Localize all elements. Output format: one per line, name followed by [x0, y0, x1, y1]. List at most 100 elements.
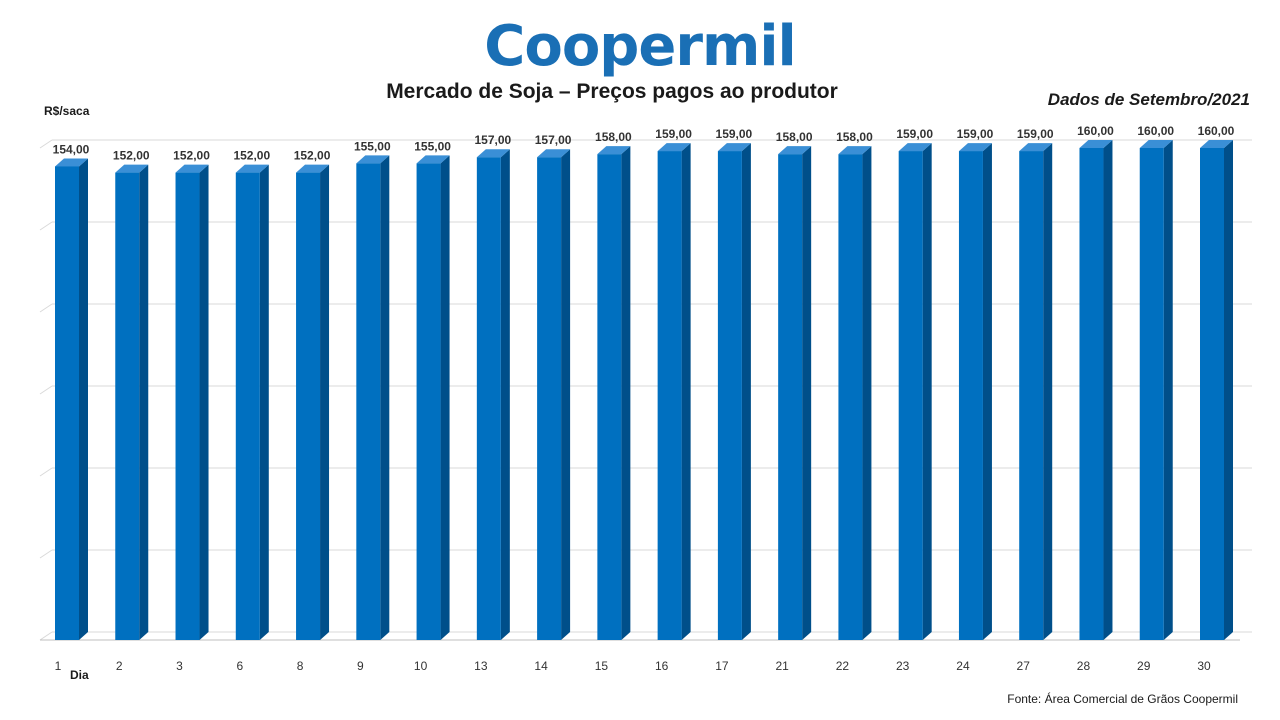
bar: [958, 151, 983, 640]
x-tick-label: 22: [836, 659, 850, 673]
data-label: 159,00: [716, 127, 753, 141]
gridline-diagonal: [39, 631, 53, 641]
bar-side: [500, 149, 510, 640]
x-tick-label: 21: [775, 659, 789, 673]
data-label: 160,00: [1077, 124, 1114, 138]
x-tick-label: 30: [1197, 659, 1211, 673]
bar-top: [1139, 140, 1173, 148]
bar-side: [199, 164, 209, 640]
bar-side: [440, 155, 450, 640]
data-label: 159,00: [1017, 127, 1054, 141]
bar: [356, 163, 381, 640]
bar: [1139, 148, 1164, 640]
x-tick-label: 8: [297, 659, 304, 673]
bar-top: [1200, 140, 1233, 148]
gridline-diagonal: [39, 467, 53, 477]
bar-top: [838, 146, 872, 155]
data-label: 157,00: [535, 133, 572, 147]
bar-top: [356, 155, 390, 164]
x-tick-label: 2: [116, 659, 123, 673]
bar-side: [259, 164, 269, 640]
data-label: 159,00: [896, 127, 933, 141]
bar-top: [416, 155, 450, 164]
data-label: 152,00: [173, 149, 210, 163]
bar-top: [476, 149, 510, 158]
bar-top: [235, 164, 269, 173]
bar-side: [922, 143, 932, 640]
bar-top: [537, 149, 571, 158]
data-label: 160,00: [1198, 124, 1235, 138]
bar-side: [982, 143, 992, 640]
bar: [476, 157, 501, 640]
data-label: 152,00: [113, 149, 150, 163]
coopermil-logo: Coopermil: [484, 14, 796, 79]
x-tick-label: 10: [414, 659, 428, 673]
x-tick-label: 27: [1017, 659, 1031, 673]
source-note: Fonte: Área Comercial de Grãos Coopermil: [1007, 692, 1238, 706]
x-tick-label: 17: [715, 659, 729, 673]
x-tick-label: 3: [176, 659, 183, 673]
data-label: 152,00: [294, 149, 331, 163]
gridline-diagonal: [39, 303, 53, 313]
bar-side: [862, 146, 872, 640]
bar: [416, 163, 441, 640]
bar: [296, 172, 321, 640]
bar-side: [802, 146, 812, 640]
bar-side: [1163, 140, 1173, 640]
bar-side: [1224, 140, 1233, 640]
x-tick-label: 14: [534, 659, 548, 673]
bar-top: [296, 164, 330, 173]
bar: [537, 157, 562, 640]
bar-top: [778, 146, 812, 155]
x-tick-label: 23: [896, 659, 910, 673]
bar-top: [1019, 143, 1053, 152]
bar: [717, 151, 742, 640]
data-label: 159,00: [957, 127, 994, 141]
bar: [115, 172, 140, 640]
data-label: 158,00: [595, 130, 632, 144]
data-label: 158,00: [836, 130, 873, 144]
x-tick-label: 13: [474, 659, 488, 673]
x-tick-label: 6: [236, 659, 243, 673]
bar-side: [1103, 140, 1113, 640]
x-tick-label: 24: [956, 659, 970, 673]
x-tick-label: 15: [595, 659, 609, 673]
data-label: 155,00: [414, 139, 451, 153]
bar-top: [597, 146, 631, 155]
data-label: 152,00: [233, 149, 270, 163]
bar: [1079, 148, 1104, 640]
y-axis-label: R$/saca: [44, 104, 90, 118]
gridline-diagonal: [39, 385, 53, 395]
bar: [1200, 148, 1224, 640]
bar-top: [717, 143, 751, 152]
x-tick-label: 1: [55, 659, 62, 673]
bar-side: [79, 158, 88, 640]
bar: [597, 154, 622, 640]
bar: [657, 151, 682, 640]
gridline-diagonal: [39, 549, 53, 559]
bar-top: [1079, 140, 1113, 148]
bar-top: [55, 158, 88, 167]
data-label: 157,00: [474, 133, 511, 147]
bar-side: [139, 164, 149, 640]
chart-title: Mercado de Soja – Preços pagos ao produt…: [386, 80, 838, 103]
bar: [55, 166, 79, 640]
x-tick-label: 9: [357, 659, 364, 673]
x-axis-label: Dia: [70, 668, 89, 682]
bar: [1019, 151, 1044, 640]
bar-top: [898, 143, 932, 152]
data-label: 160,00: [1137, 124, 1174, 138]
bar: [175, 172, 200, 640]
bar-top: [115, 164, 149, 173]
x-tick-label: 28: [1077, 659, 1091, 673]
data-label: 155,00: [354, 139, 391, 153]
bar: [898, 151, 923, 640]
bar: [235, 172, 260, 640]
bar-top: [175, 164, 209, 173]
bar: [778, 154, 803, 640]
bar-side: [741, 143, 751, 640]
bar: [838, 154, 863, 640]
x-tick-label: 16: [655, 659, 669, 673]
x-tick-label: 29: [1137, 659, 1151, 673]
bar-side: [320, 164, 330, 640]
